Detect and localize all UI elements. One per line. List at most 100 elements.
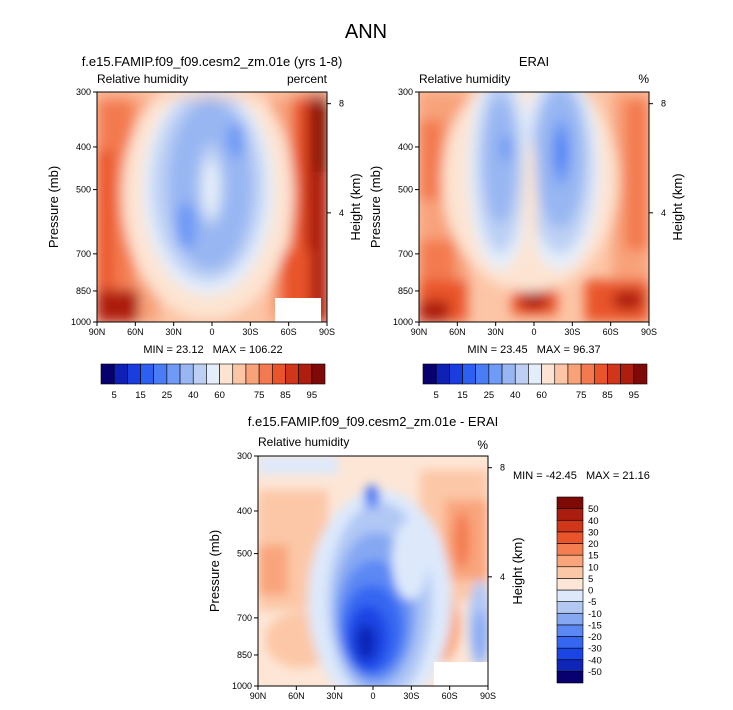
colorbar-box <box>475 363 490 385</box>
x-tick-label: 30N <box>165 327 182 337</box>
figure-title: ANN <box>345 21 387 43</box>
units-label: % <box>638 72 649 86</box>
colorbar-box <box>311 363 326 385</box>
colorbar-label: 60 <box>536 390 547 401</box>
colorbar-box <box>607 363 621 385</box>
min-value: 23.12 <box>176 344 204 356</box>
colorbar-label: -5 <box>588 597 596 608</box>
colorbar-box <box>593 363 608 385</box>
colorbar-box <box>556 601 584 614</box>
x-tick-label: 0 <box>209 327 214 337</box>
y-tick-label: 400 <box>76 142 91 152</box>
y2-axis-label: Height (km) <box>348 173 363 240</box>
colorbar-label: 75 <box>254 390 265 401</box>
x-axis: 90N 60N 30N 0 30S 60S 90S <box>250 686 496 701</box>
y2-tick-label: 8 <box>661 99 666 109</box>
min-label: MIN = <box>513 470 543 482</box>
colorbar-box <box>166 363 181 385</box>
min-label: MIN = <box>143 344 173 356</box>
max-value: 106.22 <box>249 344 283 356</box>
panel-title: f.e15.FAMIP.f09_f09.cesm2_zm.01e (yrs 1-… <box>82 54 343 69</box>
colorbar-box <box>100 363 115 385</box>
colorbar-box <box>113 363 128 385</box>
colorbar-box <box>449 363 463 385</box>
colorbar-box <box>556 566 584 579</box>
colorbar-box <box>140 363 155 385</box>
colorbar-label: -15 <box>588 620 602 631</box>
colorbar-box <box>567 363 582 385</box>
svg-text:MIN = 23.12 MA: MIN = 23.12 MAX = 106.22 <box>143 344 282 356</box>
y2-tick-label: 8 <box>339 99 344 109</box>
colorbar-label: 95 <box>307 390 318 401</box>
colorbar-box <box>556 578 584 591</box>
x-tick-label: 90N <box>411 327 428 337</box>
colorbar-box <box>556 496 584 509</box>
x-tick-label: 60N <box>127 327 144 337</box>
y-tick-label: 700 <box>237 613 252 623</box>
colorbar-box <box>556 589 584 602</box>
x-tick-label: 0 <box>370 691 375 701</box>
y-tick-label: 700 <box>398 249 413 259</box>
x-tick-label: 90S <box>641 327 657 337</box>
y-tick-label: 700 <box>76 249 91 259</box>
colorbar-label: 40 <box>510 390 521 401</box>
x-tick-label: 0 <box>531 327 536 337</box>
colorbar-label: 25 <box>162 390 173 401</box>
panel-difference: f.e15.FAMIP.f09_f09.cesm2_zm.01e - ERAI … <box>207 414 650 701</box>
colorbar-box <box>580 363 595 385</box>
max-value: 96.37 <box>573 344 601 356</box>
panel-title: ERAI <box>519 54 549 69</box>
contour-field <box>97 92 327 322</box>
variable-label: Relative humidity <box>258 435 349 449</box>
colorbar-label: 50 <box>588 504 599 515</box>
colorbar-box <box>179 363 194 385</box>
x-tick-label: 60S <box>603 327 619 337</box>
y-tick-label: 500 <box>237 549 252 559</box>
x-tick-label: 90S <box>480 691 496 701</box>
colorbar-box <box>219 363 234 385</box>
contour-field <box>419 92 649 322</box>
y-axis-label: Pressure (mb) <box>368 166 383 248</box>
colorbar-box <box>556 647 584 661</box>
y-axis: 300 400 500 700 850 1000 <box>232 451 258 691</box>
variable-label: Relative humidity <box>419 72 510 86</box>
colorbar-box <box>298 363 313 385</box>
colorbar-box <box>556 531 584 544</box>
y2-axis-label: Height (km) <box>510 537 525 604</box>
colorbar-box <box>192 363 207 385</box>
colorbar-label: -20 <box>588 632 602 643</box>
colorbar-label: 5 <box>112 390 117 401</box>
colorbar-label: 85 <box>280 390 291 401</box>
panel-erai: ERAI Relative humidity % <box>368 54 685 401</box>
y-tick-label: 850 <box>237 650 252 660</box>
colorbar-label: 85 <box>602 390 613 401</box>
y-axis-label: Pressure (mb) <box>207 530 222 612</box>
variable-label: Relative humidity <box>97 72 188 86</box>
colorbar-label: -30 <box>588 644 602 655</box>
x-tick-label: 30S <box>242 327 258 337</box>
colorbar-box <box>554 363 569 385</box>
units-label: percent <box>287 72 328 86</box>
colorbar-box <box>271 363 286 385</box>
colorbar-box <box>206 363 220 385</box>
panel-title: f.e15.FAMIP.f09_f09.cesm2_zm.01e - ERAI <box>248 414 499 429</box>
colorbar-box <box>127 363 141 385</box>
colorbar-box <box>258 363 273 385</box>
panel-model: f.e15.FAMIP.f09_f09.cesm2_zm.01e (yrs 1-… <box>46 54 363 401</box>
colorbar-label: 60 <box>214 390 225 401</box>
y-tick-label: 400 <box>237 506 252 516</box>
colorbar: 5 15 25 40 60 75 85 95 <box>422 363 648 401</box>
min-max-stats: MIN = 23.12 MAX = 106.22 <box>143 344 282 356</box>
colorbar-box <box>556 659 584 672</box>
colorbar-label: -50 <box>588 667 602 678</box>
colorbar-box <box>488 363 503 385</box>
colorbar-label: 20 <box>588 539 599 550</box>
x-tick-label: 90N <box>89 327 106 337</box>
y2-axis-label: Height (km) <box>670 173 685 240</box>
colorbar-box <box>556 543 584 556</box>
x-axis: 90N 60N 30N 0 30S 60S 90S <box>411 322 657 337</box>
y-tick-label: 400 <box>398 142 413 152</box>
colorbar-box <box>153 363 168 385</box>
